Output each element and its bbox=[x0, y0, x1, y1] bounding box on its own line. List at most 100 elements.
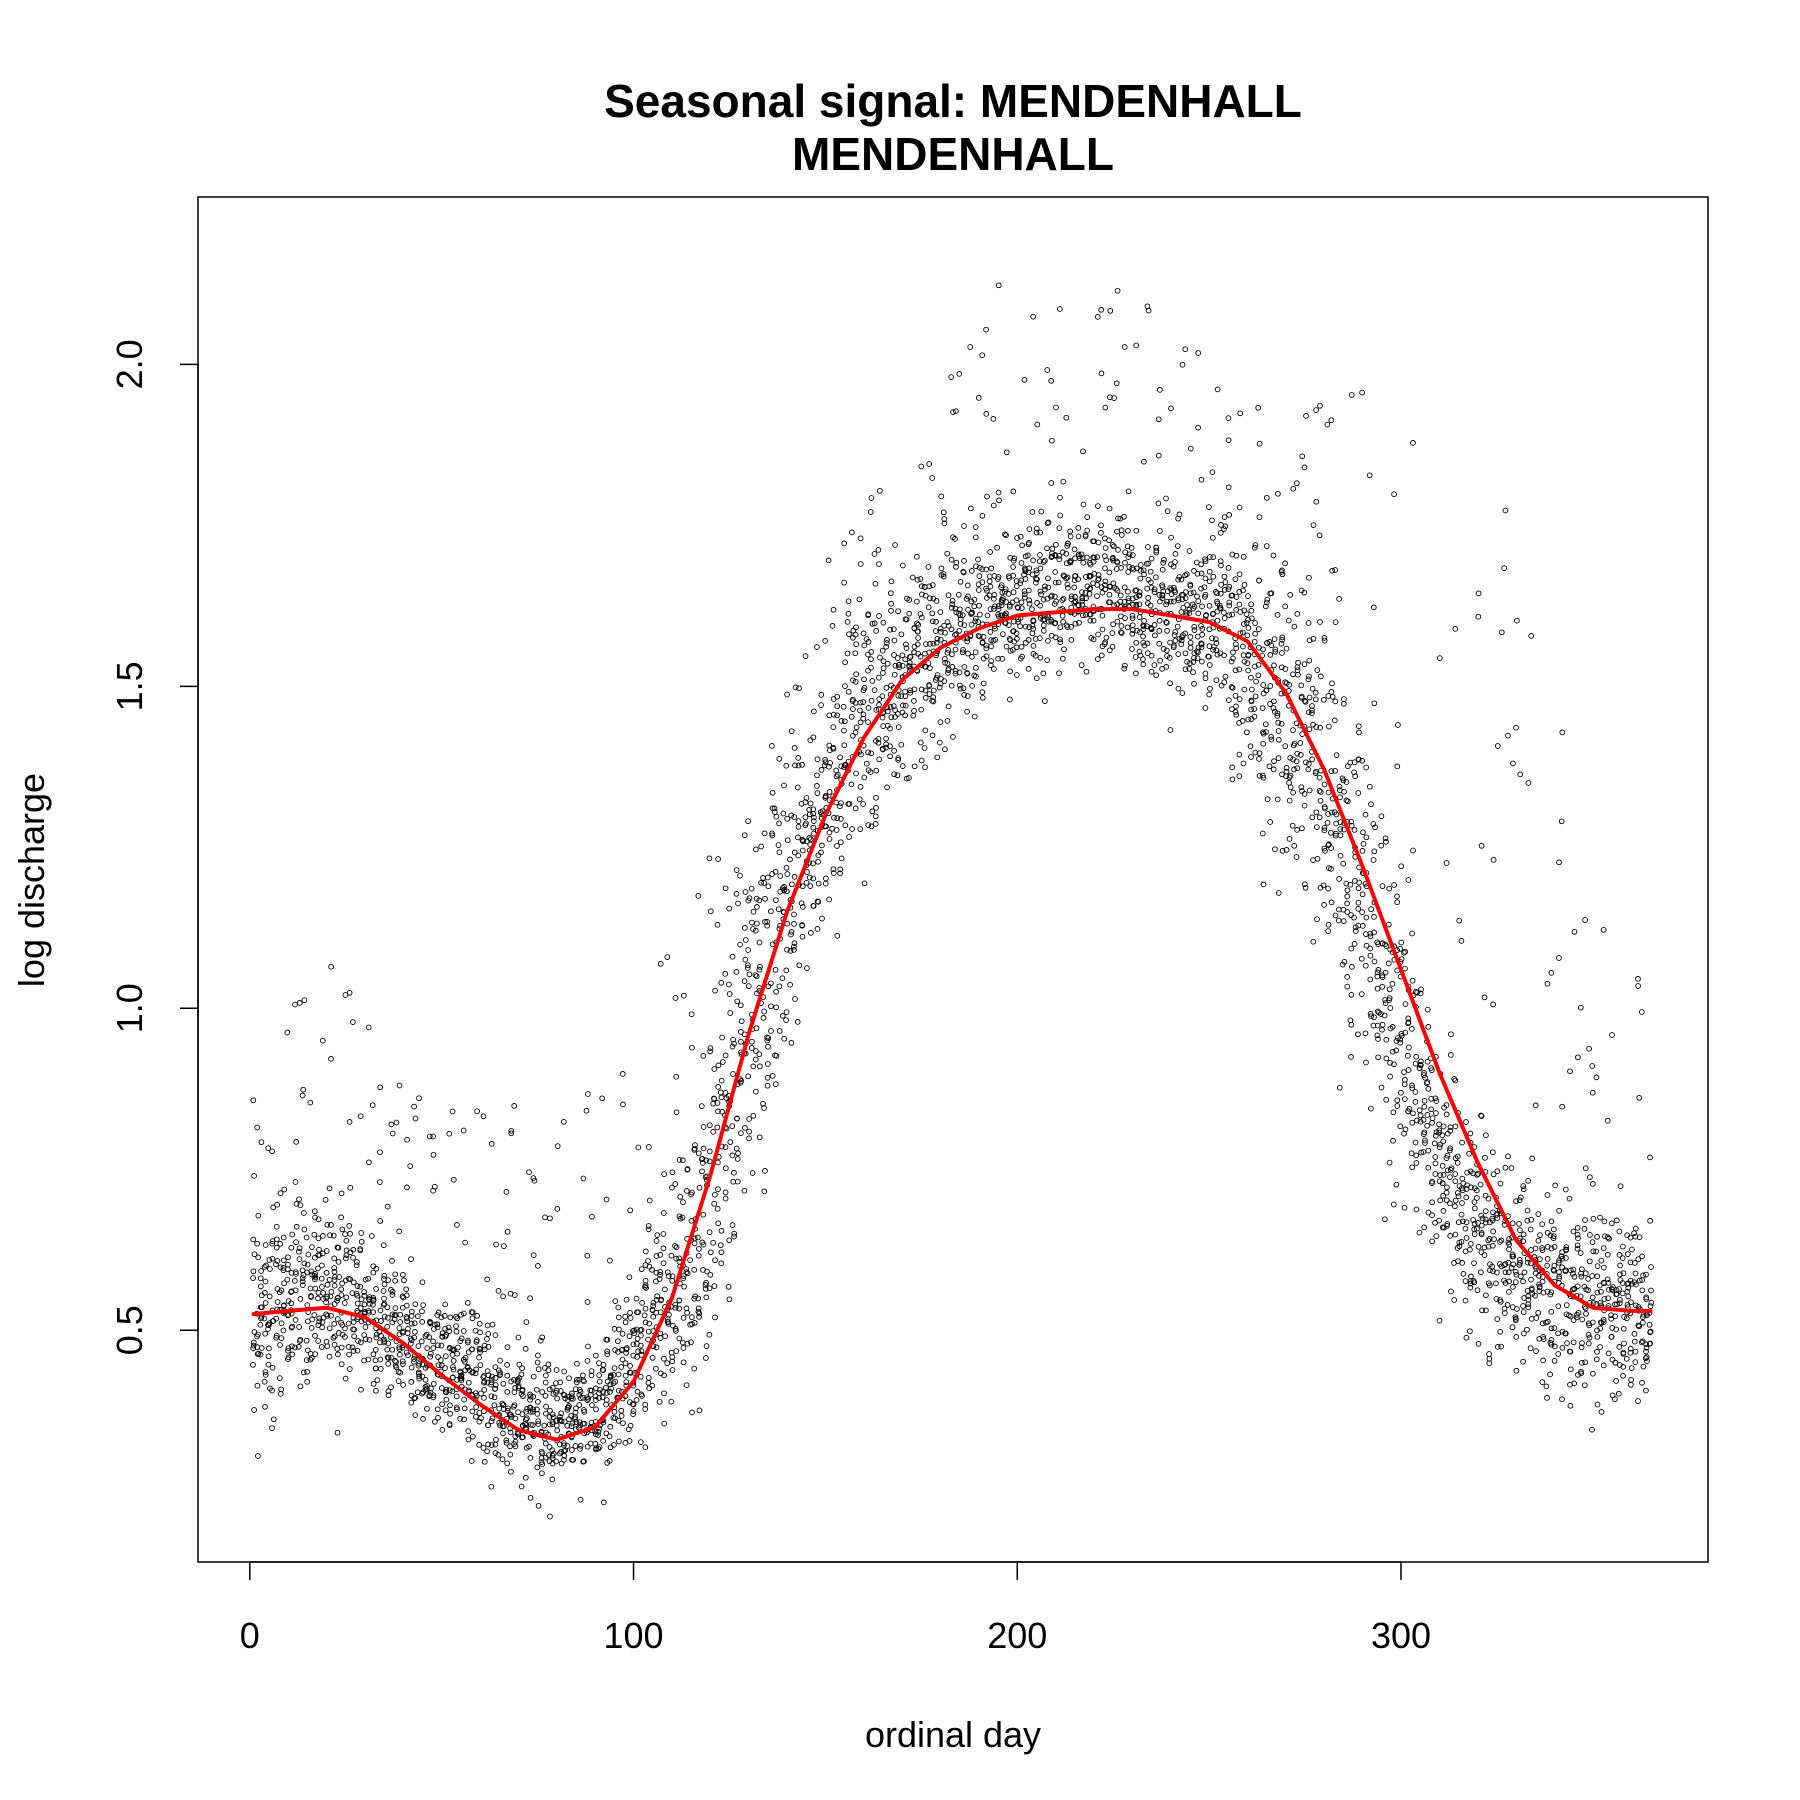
data-point bbox=[680, 1273, 687, 1279]
data-point bbox=[1321, 845, 1328, 852]
data-point bbox=[796, 962, 803, 969]
data-point bbox=[950, 409, 956, 415]
data-point bbox=[1018, 605, 1025, 612]
data-point bbox=[791, 943, 797, 950]
data-point bbox=[1447, 1167, 1454, 1173]
data-point bbox=[1274, 796, 1281, 803]
data-point bbox=[354, 1283, 361, 1289]
data-point bbox=[1114, 559, 1121, 566]
data-point bbox=[1225, 437, 1232, 444]
data-point bbox=[1398, 956, 1405, 963]
data-point bbox=[419, 1390, 425, 1397]
data-point bbox=[492, 1364, 499, 1370]
data-point bbox=[1467, 1328, 1473, 1335]
data-point bbox=[323, 1269, 330, 1276]
data-point bbox=[757, 1063, 763, 1070]
data-point bbox=[1374, 969, 1381, 976]
data-point bbox=[1270, 705, 1277, 711]
data-point bbox=[426, 1133, 433, 1140]
data-point bbox=[510, 1403, 517, 1410]
data-point bbox=[447, 1410, 453, 1417]
data-point bbox=[1263, 687, 1270, 694]
data-point bbox=[1282, 743, 1289, 749]
data-point bbox=[1635, 1322, 1642, 1329]
data-point bbox=[257, 1275, 264, 1282]
data-point bbox=[1011, 555, 1018, 562]
data-point bbox=[1336, 1084, 1343, 1091]
data-point bbox=[1167, 585, 1174, 591]
data-point bbox=[361, 1289, 367, 1295]
data-point bbox=[1021, 376, 1028, 383]
data-point bbox=[642, 1444, 649, 1451]
data-point bbox=[618, 1364, 625, 1370]
data-point bbox=[1497, 1239, 1503, 1245]
data-point bbox=[389, 1258, 395, 1264]
data-point bbox=[603, 1336, 610, 1343]
data-point bbox=[492, 1332, 499, 1338]
data-point bbox=[865, 651, 871, 658]
data-point bbox=[273, 1261, 279, 1268]
data-point bbox=[1063, 550, 1070, 557]
data-point bbox=[615, 1371, 622, 1378]
data-point bbox=[485, 1372, 492, 1379]
data-point bbox=[979, 689, 986, 696]
data-point bbox=[595, 1428, 602, 1435]
data-point bbox=[764, 1082, 771, 1089]
data-point bbox=[372, 1357, 379, 1364]
data-point bbox=[1345, 798, 1351, 805]
data-point bbox=[1455, 1193, 1462, 1200]
data-point bbox=[1255, 662, 1262, 668]
data-point bbox=[1159, 566, 1166, 573]
data-point bbox=[684, 1340, 691, 1347]
y-tick-label: 1.0 bbox=[109, 983, 150, 1033]
data-point bbox=[826, 836, 833, 842]
data-point bbox=[841, 579, 847, 586]
data-point bbox=[1631, 1338, 1638, 1345]
data-point bbox=[771, 809, 778, 815]
data-point bbox=[1583, 1310, 1589, 1317]
data-point bbox=[584, 1397, 591, 1403]
data-point bbox=[1620, 1270, 1627, 1277]
data-point bbox=[1057, 624, 1064, 631]
data-point bbox=[1260, 646, 1266, 653]
data-point bbox=[1236, 773, 1243, 780]
data-point bbox=[865, 667, 871, 674]
data-point bbox=[1448, 1288, 1454, 1295]
data-point bbox=[1366, 783, 1373, 790]
data-point bbox=[1128, 545, 1135, 551]
data-point bbox=[1368, 906, 1374, 913]
data-point bbox=[453, 1328, 460, 1335]
data-point bbox=[1579, 1359, 1585, 1366]
data-point bbox=[497, 1357, 503, 1364]
data-point bbox=[1548, 1245, 1555, 1252]
data-point bbox=[412, 1328, 418, 1335]
data-point bbox=[1263, 729, 1269, 735]
data-point bbox=[558, 1410, 565, 1417]
data-point bbox=[1255, 672, 1262, 679]
data-point bbox=[642, 1248, 649, 1255]
data-point bbox=[1620, 1364, 1627, 1370]
data-point bbox=[535, 1366, 542, 1373]
data-point bbox=[1057, 512, 1064, 519]
data-point bbox=[1463, 1219, 1470, 1226]
data-point bbox=[504, 1362, 510, 1368]
data-point bbox=[1017, 580, 1024, 587]
data-point bbox=[853, 724, 860, 731]
data-point bbox=[775, 842, 782, 848]
data-point bbox=[430, 1338, 436, 1345]
data-point bbox=[934, 635, 941, 642]
data-point bbox=[572, 1386, 579, 1392]
data-point bbox=[1309, 685, 1316, 692]
data-point bbox=[1034, 421, 1041, 428]
data-point bbox=[1458, 1238, 1465, 1245]
data-point bbox=[968, 611, 974, 617]
data-point bbox=[1604, 1276, 1611, 1283]
data-point bbox=[1363, 1059, 1369, 1066]
data-point bbox=[1643, 1341, 1650, 1348]
data-point bbox=[672, 1326, 679, 1332]
data-point bbox=[1421, 1131, 1427, 1137]
data-point bbox=[473, 1338, 480, 1345]
data-point bbox=[834, 933, 841, 939]
data-point bbox=[1447, 1174, 1453, 1180]
data-point bbox=[749, 919, 755, 926]
